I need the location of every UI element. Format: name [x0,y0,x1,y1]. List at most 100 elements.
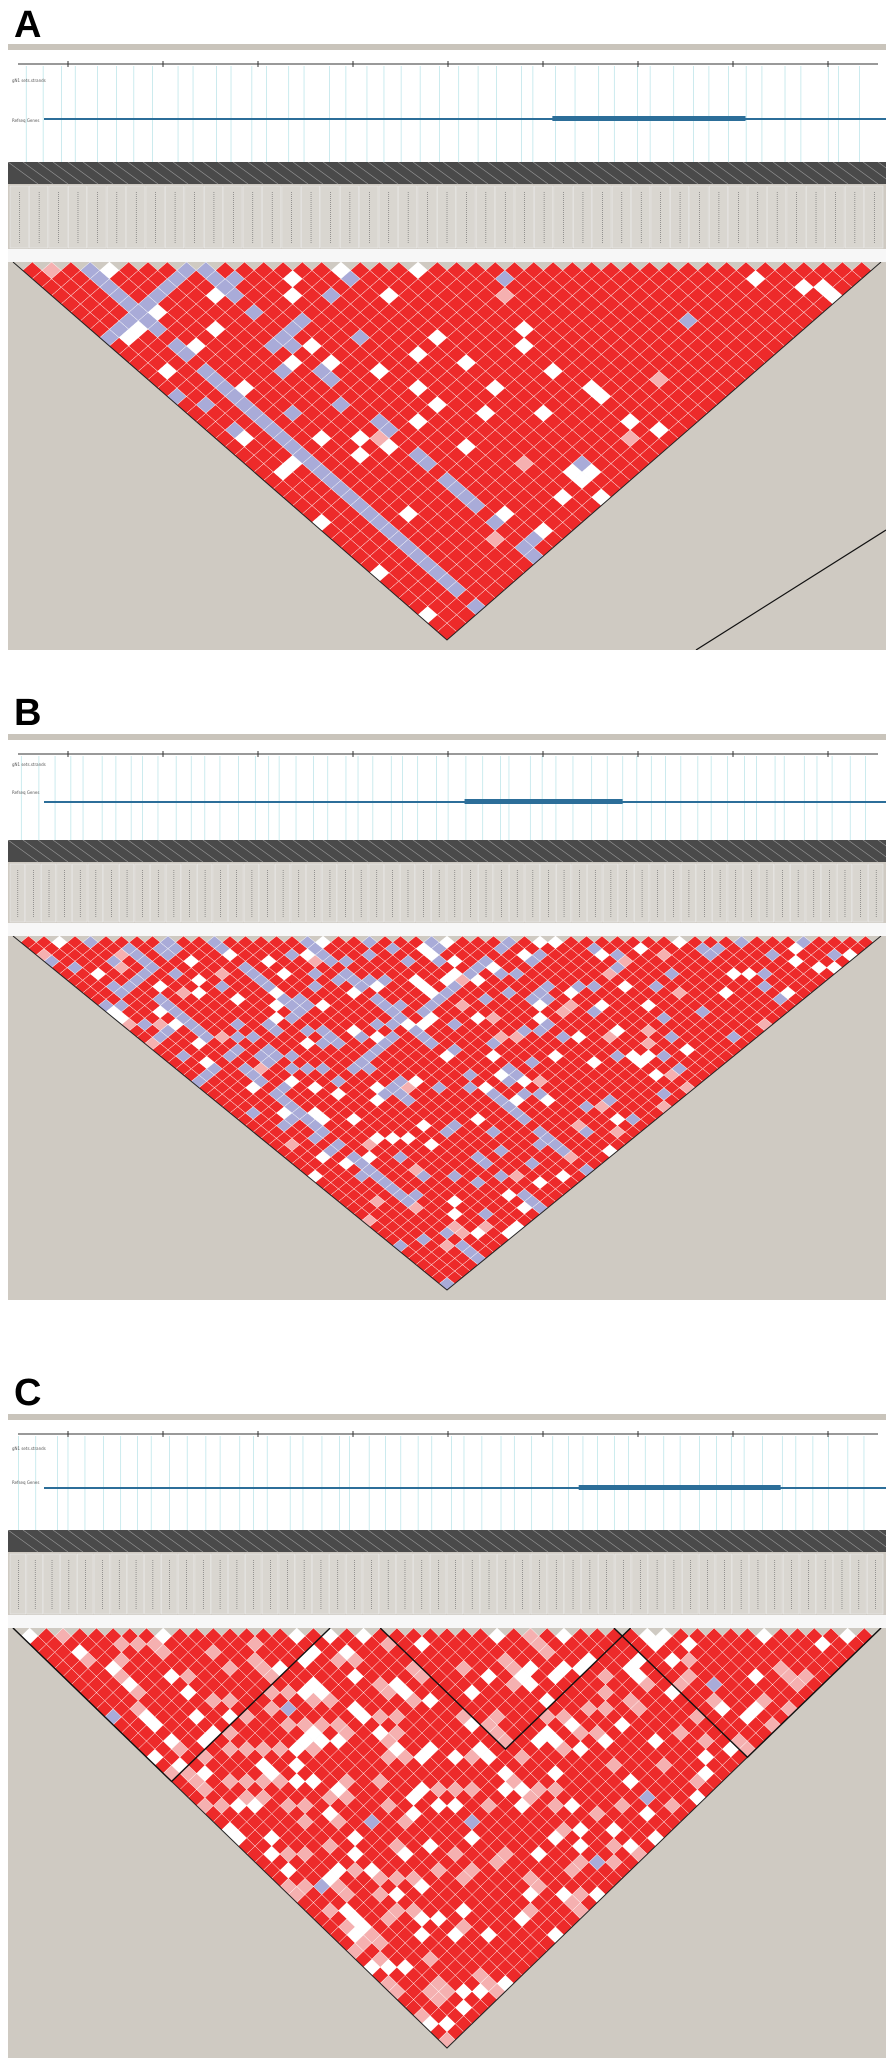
panel-b: B gN1 sets.strands Refseq Genes [0,690,894,1340]
panel-a: A gN1 sets.strands Refseq Genes [0,0,894,650]
marker-name-tile [790,863,806,923]
connector-line [577,162,609,185]
marker-name-tile [766,1553,783,1615]
marker-name-tile [850,1553,867,1615]
connector-line [412,840,444,863]
marker-name-tile [743,863,759,923]
marker-name-tile [245,1553,262,1615]
connector-line [37,840,69,863]
connector-line [247,840,279,863]
marker-name-tile [76,1553,94,1615]
marker-name-tile [399,863,416,923]
connector-line [682,1530,714,1553]
marker-name-tile [480,1553,497,1615]
connector-line [187,840,219,863]
panel-b-letter: B [14,692,42,734]
marker-name-tile [866,1553,884,1615]
marker-name-tile [495,185,515,249]
marker-name-tile [462,863,478,923]
connector-line [547,162,579,185]
marker-name-tile [852,863,868,923]
connector-line [82,840,114,863]
marker-name-tile [103,863,119,923]
marker-name-tile [281,185,301,249]
marker-name-tile [534,185,554,249]
marker-name-tile [337,863,353,923]
connector-line [397,1530,429,1553]
connector-line [697,840,729,863]
connector-line [772,1530,804,1553]
connector-line [832,162,864,185]
panel-c-marker-legend [8,1530,886,1628]
connector-line [427,840,459,863]
marker-name-tile [144,1553,161,1615]
connector-line [787,840,819,863]
track-diagonal-line [695,529,886,650]
connector-line [262,162,294,185]
marker-name-tile [712,863,728,923]
connector-line [67,1530,99,1553]
connector-line [382,840,414,863]
connector-line [547,840,579,863]
connector-line [127,1530,159,1553]
connector-line [322,1530,354,1553]
connector-line [367,162,399,185]
connector-line [427,1530,459,1553]
connector-line [442,162,474,185]
connector-line [292,1530,324,1553]
connector-line [247,162,279,185]
marker-name-tile [513,1553,531,1615]
marker-name-tile [353,863,369,923]
marker-name-tile [634,863,650,923]
connector-line [352,162,384,185]
haplotype-block-outline [12,1628,331,1783]
connector-line [787,162,819,185]
panel-c-track-svg [17,1431,886,1530]
connector-line [847,1530,879,1553]
connector-line [307,1530,339,1553]
value-row-bg [8,923,886,936]
marker-name-tile [868,863,884,923]
marker-name-tile [345,1553,363,1615]
marker-name-tile [833,1553,850,1615]
marker-name-tile [290,863,306,923]
connector-line [322,162,354,185]
marker-name-tile [682,1553,699,1615]
panel-c: C gN1 sets.strands Refseq Genes [0,1370,894,2058]
connector-line [412,1530,444,1553]
connector-line [172,1530,204,1553]
connector-line [607,162,639,185]
marker-name-tile [598,1553,615,1615]
marker-name-tile [456,185,476,249]
connector-line [517,1530,549,1553]
connector-line [397,840,429,863]
connector-line [307,840,339,863]
marker-name-tile [571,863,587,923]
connector-line [232,162,264,185]
marker-name-tile [165,863,181,923]
connector-line [817,162,849,185]
connector-line [832,840,864,863]
connector-line [847,840,879,863]
connector-line [592,162,624,185]
connector-line [52,162,84,185]
connector-line [712,840,744,863]
haplotype-block-outline [379,1628,632,1751]
marker-name-tile [747,185,767,249]
connector-line [277,1530,309,1553]
marker-name-tile [446,1553,464,1615]
connector-line [472,840,504,863]
marker-name-tile [181,863,197,923]
marker-name-tile [145,185,165,249]
marker-name-tile [602,863,618,923]
marker-name-tile [396,1553,413,1615]
marker-name-tile [134,863,150,923]
gene-exon-bar [552,116,746,121]
marker-name-tile [670,185,690,249]
marker-name-tile [362,1553,380,1615]
connector-line [142,840,174,863]
connector-line [262,840,294,863]
connector-line [772,840,804,863]
marker-name-tile [732,1553,749,1615]
connector-line [247,1530,279,1553]
